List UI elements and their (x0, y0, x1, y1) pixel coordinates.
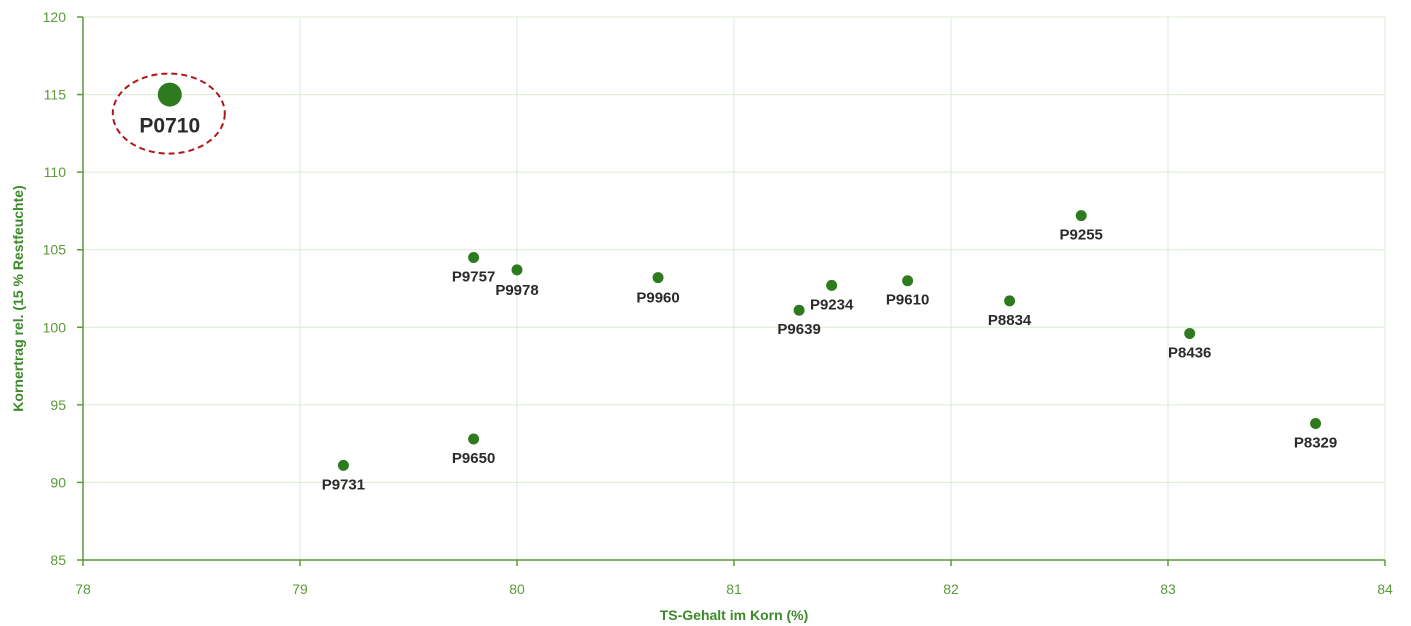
point-label: P9757 (452, 268, 495, 285)
point-label: P8834 (988, 312, 1032, 329)
x-tick-label: 83 (1160, 581, 1176, 597)
y-tick-label: 100 (43, 319, 67, 335)
point-label: P9255 (1060, 227, 1103, 244)
x-tick-label: 79 (292, 581, 308, 597)
data-point (511, 264, 523, 276)
data-point (468, 251, 480, 263)
y-tick-label: 95 (50, 397, 66, 413)
data-point (1075, 210, 1087, 222)
y-tick-label: 110 (44, 164, 67, 180)
point-label: P8436 (1168, 344, 1211, 361)
point-label: P9639 (777, 321, 820, 338)
data-point (652, 272, 664, 284)
grid (83, 16, 1386, 560)
y-tick-label: 105 (43, 242, 67, 258)
point-label: P9234 (810, 296, 854, 313)
x-tick-label: 78 (75, 581, 91, 597)
point-label: P9960 (636, 290, 679, 307)
x-tick-label: 80 (509, 581, 525, 597)
point-label: P9610 (886, 292, 929, 309)
y-tick-label: 120 (43, 9, 67, 25)
data-point (337, 459, 349, 471)
x-tick-label: 81 (726, 581, 742, 597)
y-tick-label: 115 (44, 87, 67, 103)
y-tick-label: 90 (50, 474, 66, 490)
x-tick-labels: 78 79 80 81 82 83 84 (75, 560, 1393, 597)
y-tick-labels: 85 90 95 100 105 110 115 120 (43, 9, 83, 568)
x-tick-label: 84 (1377, 581, 1393, 597)
point-label: P0710 (139, 115, 200, 138)
highlight-ring (111, 72, 226, 155)
x-tick-label: 82 (943, 581, 959, 597)
y-axis-title: Kornertrag rel. (15 % Restfeuchte) (10, 185, 26, 411)
y-tick-label: 85 (50, 552, 66, 568)
data-point (902, 275, 914, 287)
point-label: P9731 (322, 476, 365, 493)
data-point (1004, 295, 1016, 307)
point-label: P9978 (495, 282, 538, 299)
point-label: P8329 (1294, 434, 1337, 451)
x-axis-title: TS-Gehalt im Korn (%) (660, 607, 809, 623)
data-point (157, 82, 182, 107)
data-point (826, 279, 838, 291)
data-point (1184, 327, 1196, 339)
data-point (793, 304, 805, 316)
point-label: P9650 (452, 450, 495, 467)
data-point (1310, 417, 1322, 429)
data-point (468, 433, 480, 445)
